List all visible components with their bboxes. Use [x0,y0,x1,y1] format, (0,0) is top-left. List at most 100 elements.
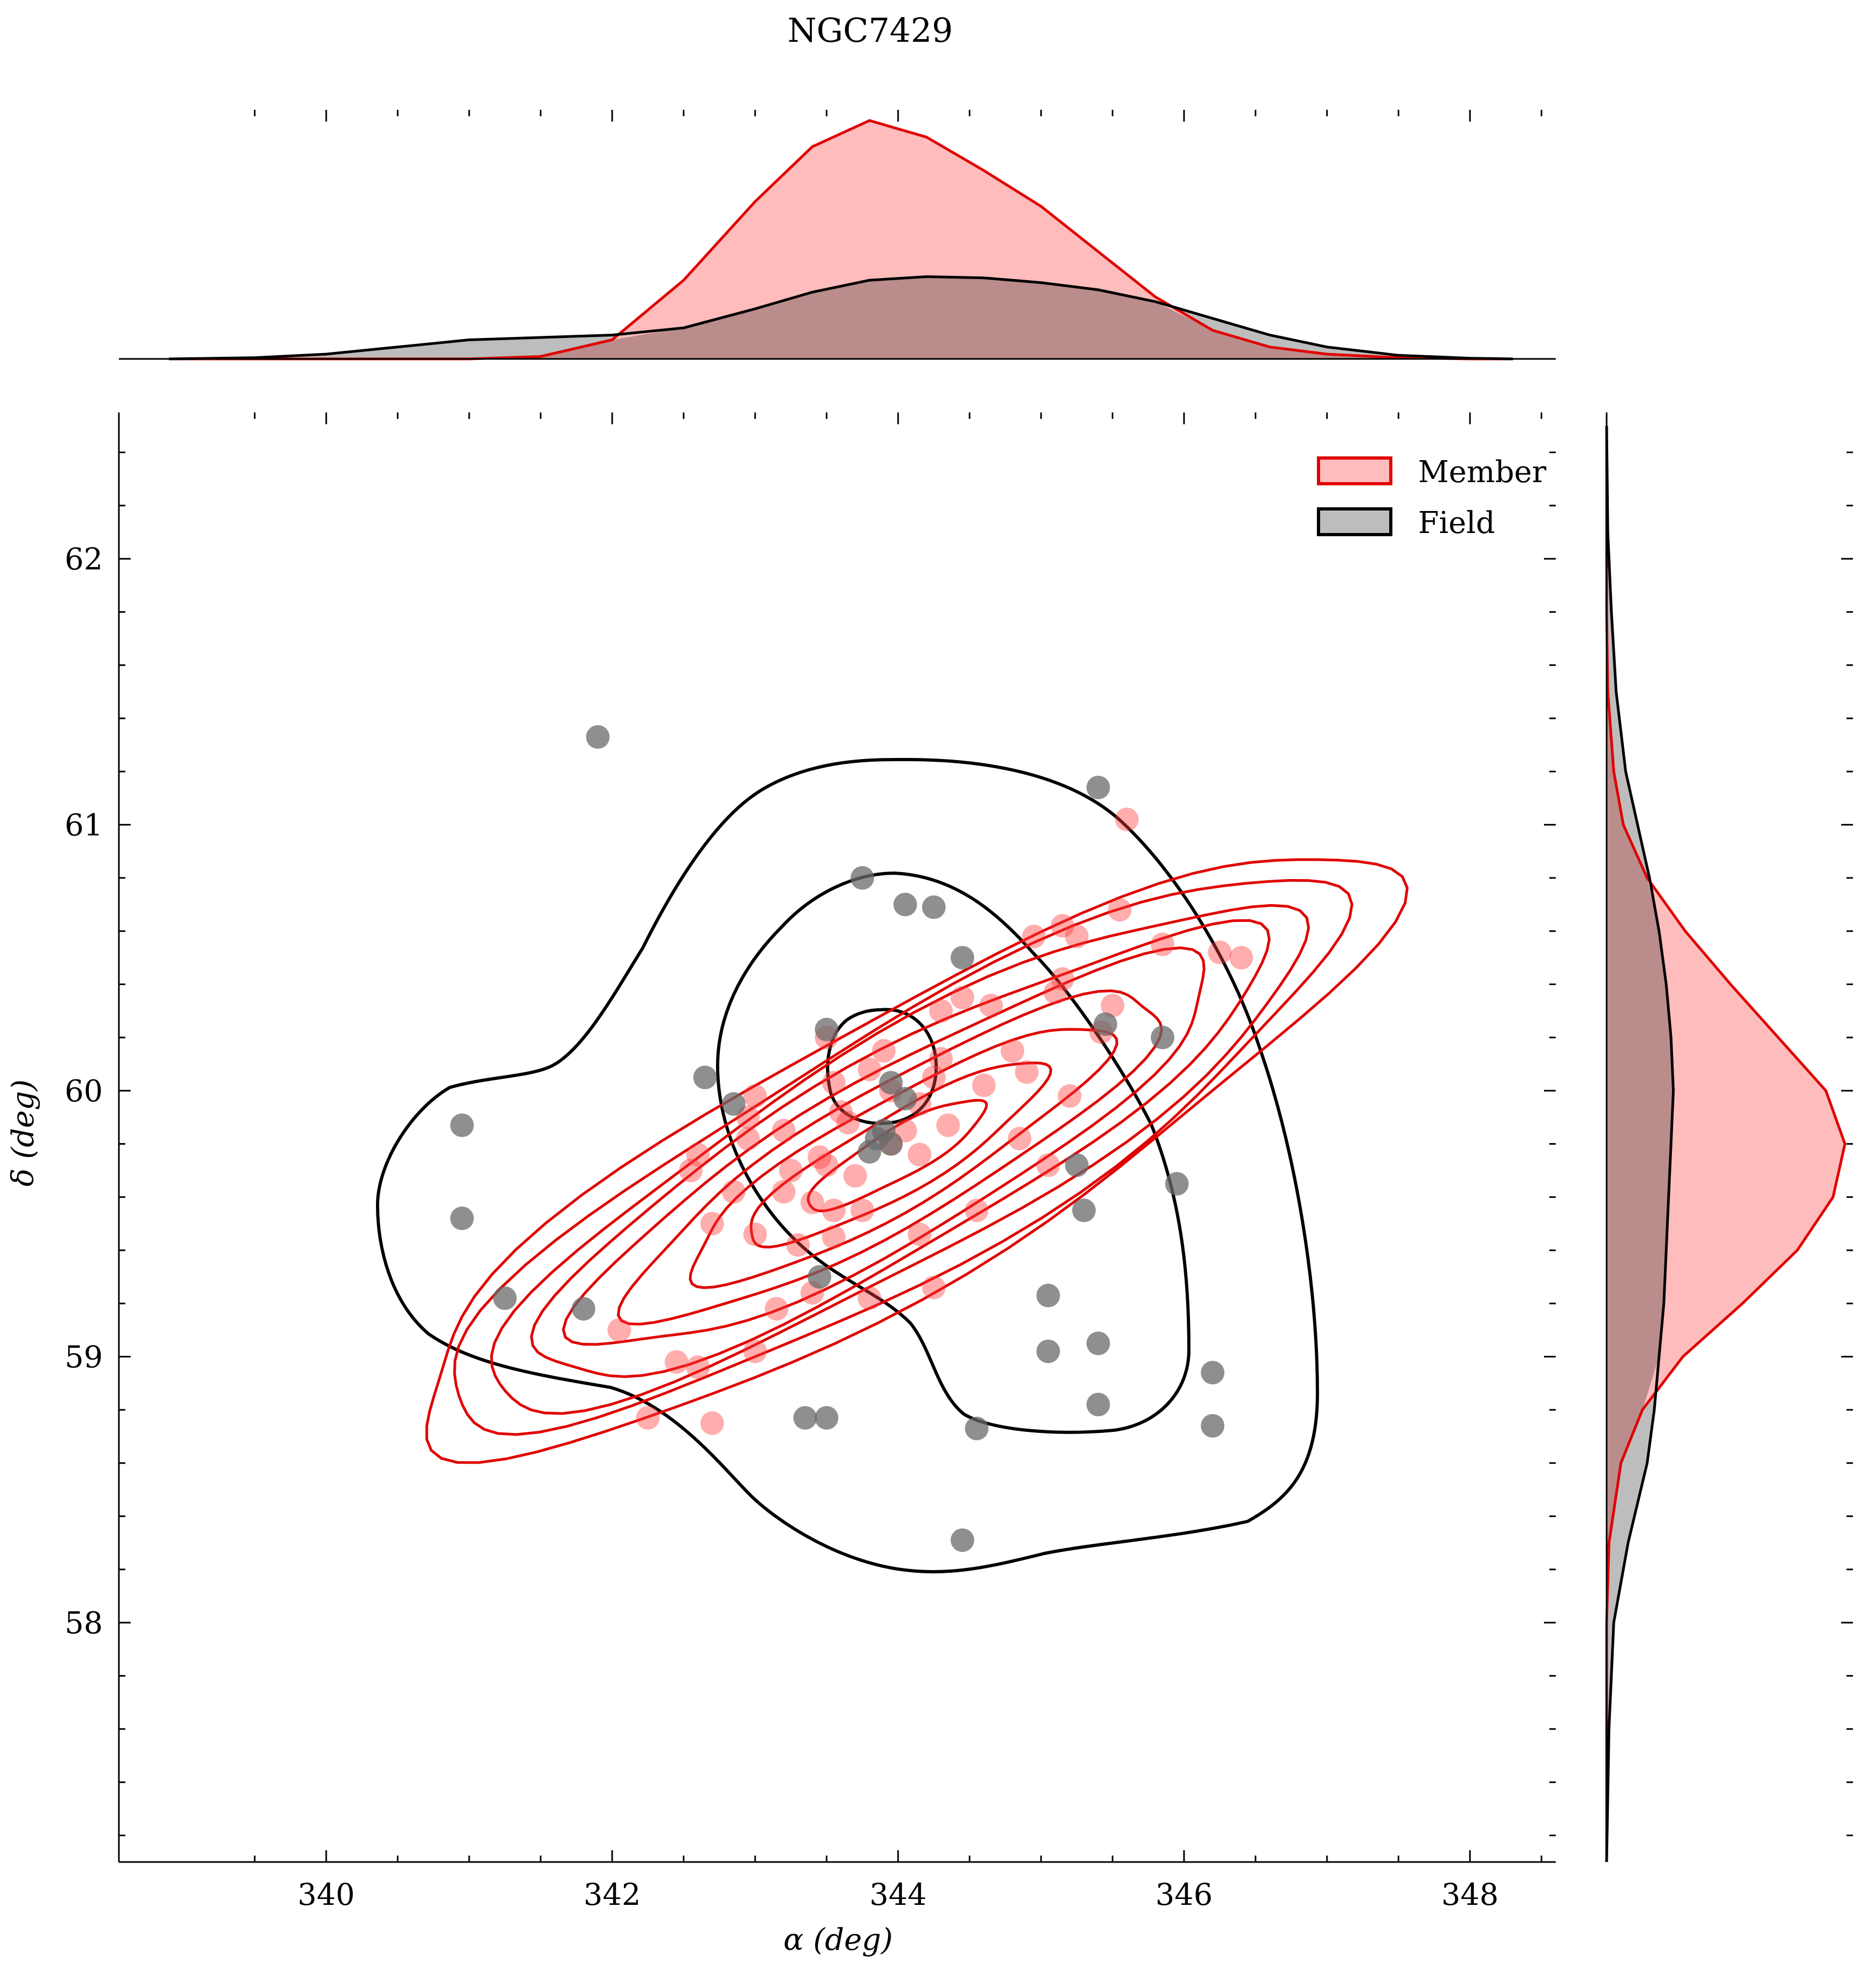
field-point [1072,1198,1096,1222]
member-point [857,1286,882,1310]
member-point [765,1297,789,1321]
y-tick-label: 59 [65,1340,103,1375]
field-point [493,1286,517,1310]
member-point [979,994,1003,1018]
field-point [1086,776,1110,800]
member-point [1101,994,1125,1018]
member-point [936,1113,960,1137]
member-point [836,1110,860,1135]
field-point [571,1297,596,1321]
field-point [1165,1172,1189,1196]
member-point [743,1084,767,1108]
field-point [586,725,610,749]
member-point [1007,1127,1031,1151]
field-point [1150,1025,1174,1049]
field-point [450,1206,474,1230]
member-point [1208,940,1232,964]
x-tick-label: 342 [584,1878,641,1912]
member-point [1115,807,1139,831]
y-tick-label: 60 [65,1074,103,1109]
member-point [1000,1039,1024,1063]
right-marginal-ticks [1841,451,1853,1836]
member-point [1107,898,1132,922]
field-point [450,1113,474,1137]
member-point [929,1047,953,1071]
field-point [793,1406,817,1430]
member-point [679,1159,703,1183]
member-contour-level [562,946,1206,1346]
member-point [850,1198,875,1222]
member-point [686,1143,710,1167]
main-axis-ticks: 340 342 344 346 348 58 59 60 61 62 [65,412,1556,1912]
member-point [815,1153,839,1177]
right-marginal-panel [1605,412,1853,1863]
field-point [815,1406,839,1430]
member-point [636,1406,660,1430]
field-point [850,866,875,890]
member-point [872,1039,896,1063]
field-kde-contours [375,757,1320,1574]
member-point [808,1145,832,1169]
member-point [1043,980,1067,1004]
field-point [893,892,917,917]
y-axis-label: δ (deg) [6,1079,41,1187]
member-point [829,1100,853,1124]
x-tick-label: 340 [298,1878,355,1912]
legend-member-label: Member [1418,455,1547,490]
member-point [822,1225,846,1249]
member-point [1150,933,1174,957]
chart-title: NGC7429 [787,11,953,50]
overlap-marginal-y-density [1607,425,1674,1862]
member-point [700,1212,724,1236]
field-point [808,1265,832,1289]
field-point [951,1528,975,1552]
member-point [929,999,953,1023]
member-contour-level [616,989,1163,1326]
member-point [972,1073,996,1098]
field-marginal-y-line [1605,425,1675,1863]
field-point [1094,1012,1118,1036]
field-point [1065,1153,1089,1177]
member-point [772,1118,796,1143]
field-point [879,1132,903,1156]
member-point [1229,945,1253,970]
member-point [665,1350,689,1374]
member-contour-level [490,904,1310,1415]
member-point [1065,925,1089,949]
member-point [686,1355,710,1379]
member-point [1050,967,1074,991]
field-point [857,1140,882,1164]
member-point [736,1127,760,1151]
member-point [743,1339,767,1363]
legend-field-label: Field [1418,506,1495,540]
field-point [1086,1331,1110,1355]
x-axis-label: α (deg) [783,1923,893,1957]
member-point [843,1163,867,1188]
member-point [822,1198,846,1222]
member-point [922,1065,946,1090]
member-point [700,1411,724,1435]
member-contour-level [453,879,1354,1436]
member-point [908,1222,932,1247]
member-contour-level [807,1099,988,1213]
y-tick-label: 61 [65,808,103,843]
field-point [951,945,975,970]
field-contour-outer [375,757,1320,1574]
member-point [1050,914,1074,938]
field-point [922,895,946,919]
member-point [1036,1153,1060,1177]
member-point [800,1190,824,1214]
member-point [857,1057,882,1082]
member-marginal-y-line [1605,425,1847,1862]
top-marginal-panel [119,110,1556,361]
main-panel: 340 342 344 346 348 58 59 60 61 62 α (deg) δ (deg… [6,412,1556,1957]
field-point [1201,1414,1225,1438]
member-point [951,986,975,1010]
member-point [822,1071,846,1095]
member-point [779,1159,803,1183]
field-point [1036,1339,1060,1363]
member-point [908,1143,932,1167]
field-point [693,1065,717,1090]
field-point [893,1087,917,1111]
member-point [721,1180,745,1204]
